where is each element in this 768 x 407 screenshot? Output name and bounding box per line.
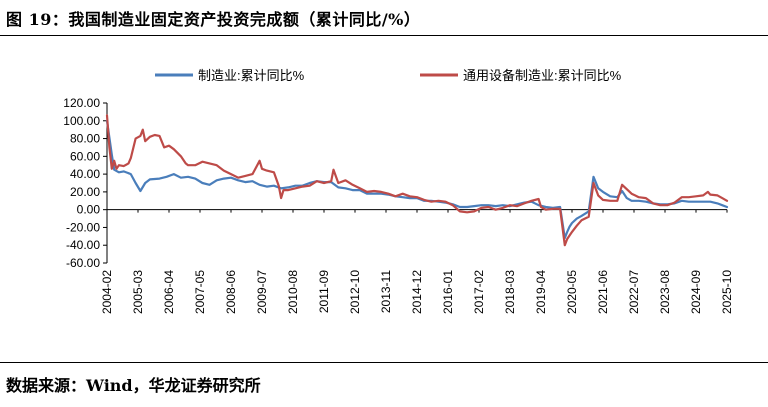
y-tick-label: 80.00 [70, 132, 100, 146]
x-tick-label: 2023-08 [658, 270, 672, 314]
y-axis: 120.00 100.00 80.00 60.00 40.00 20.00 0.00 -20.… [63, 96, 108, 270]
y-tick-label: 0.00 [77, 203, 101, 217]
x-tick-label: 2022-07 [627, 270, 641, 314]
data-source: 数据来源：Wind，华龙证券研究所 [6, 376, 261, 395]
x-tick-label: 2014-12 [410, 270, 424, 314]
x-tick-label: 2019-04 [534, 270, 548, 314]
x-tick-label: 2024-09 [689, 270, 703, 314]
x-tick-label: 2017-02 [472, 270, 486, 314]
x-axis: 2004-02 2005-03 2006-04 2007-05 2008-06 2009-… [100, 209, 734, 314]
y-tick-label: 20.00 [70, 185, 100, 199]
y-tick-label: 40.00 [70, 167, 100, 181]
plot-area [105, 114, 729, 247]
legend-label-general-equipment[interactable]: 通用设备制造业:累计同比% [463, 68, 622, 83]
x-tick-label: 2018-03 [503, 270, 517, 314]
x-tick-label: 2004-02 [100, 270, 114, 314]
x-tick-label: 2013-11 [379, 270, 393, 313]
x-tick-label: 2016-01 [441, 270, 455, 314]
x-tick-label: 2020-05 [565, 270, 579, 314]
series-line-general-equipment [105, 114, 729, 247]
y-tick-label: -40.00 [66, 238, 100, 252]
x-tick-label: 2021-06 [596, 270, 610, 314]
figure-title: 图 19：我国制造业固定资产投资完成额（累计同比/%） [6, 10, 421, 29]
x-tick-label: 2012-10 [348, 270, 362, 314]
series-line-manufacturing [105, 119, 729, 240]
y-tick-label: 100.00 [63, 114, 100, 128]
top-rule [0, 35, 768, 36]
line-chart: 制造业:累计同比% 通用设备制造业:累计同比% 120.00 100.00 80.0… [63, 68, 734, 314]
x-tick-label: 2010-08 [286, 270, 300, 314]
x-tick-label: 2025-10 [720, 270, 734, 314]
bottom-rule [0, 362, 768, 363]
legend-label-manufacturing[interactable]: 制造业:累计同比% [198, 68, 305, 83]
legend: 制造业:累计同比% 通用设备制造业:累计同比% [155, 68, 622, 83]
x-tick-label: 2011-09 [317, 270, 331, 313]
y-tick-label: 120.00 [63, 96, 100, 110]
x-tick-label: 2007-05 [193, 270, 207, 314]
y-tick-label: -20.00 [66, 220, 100, 234]
x-tick-label: 2009-07 [255, 270, 269, 314]
x-tick-label: 2008-06 [224, 270, 238, 314]
x-tick-label: 2005-03 [131, 270, 145, 314]
y-tick-label: 60.00 [70, 149, 100, 163]
y-tick-label: -60.00 [66, 256, 100, 270]
x-tick-label: 2006-04 [162, 270, 176, 314]
